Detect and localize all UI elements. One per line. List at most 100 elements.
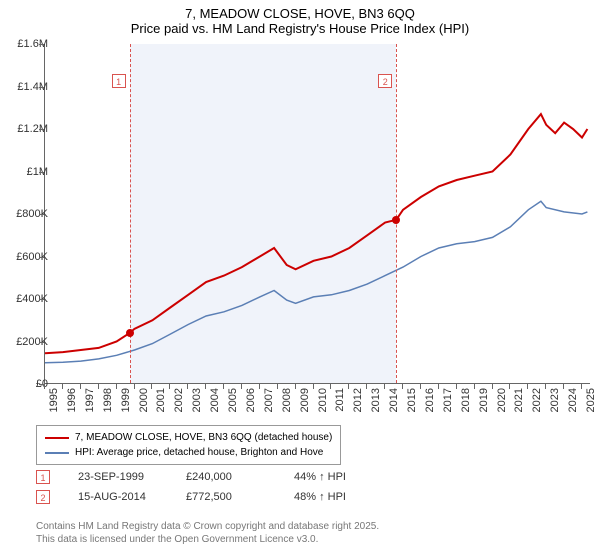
- sale-date: 15-AUG-2014: [78, 491, 158, 503]
- marker-number-box: 2: [378, 74, 392, 88]
- x-axis-tick: [295, 384, 296, 389]
- x-axis-label: 2008: [281, 388, 293, 412]
- y-axis-label: £1M: [27, 166, 48, 178]
- x-axis-tick: [187, 384, 188, 389]
- x-axis-tick: [438, 384, 439, 389]
- legend-item-hpi: HPI: Average price, detached house, Brig…: [45, 445, 332, 460]
- x-axis-tick: [241, 384, 242, 389]
- x-axis-tick: [313, 384, 314, 389]
- x-axis-tick: [330, 384, 331, 389]
- y-axis-tick: [39, 342, 44, 343]
- sale-row-2: 2 15-AUG-2014 £772,500 48% ↑ HPI: [36, 490, 374, 504]
- y-axis-tick: [39, 87, 44, 88]
- footer-line-2: This data is licensed under the Open Gov…: [36, 533, 379, 546]
- x-axis-label: 2001: [155, 388, 167, 412]
- footer-attribution: Contains HM Land Registry data © Crown c…: [36, 520, 379, 546]
- x-axis-tick: [563, 384, 564, 389]
- chart-title: 7, MEADOW CLOSE, HOVE, BN3 6QQ Price pai…: [0, 0, 600, 40]
- x-axis-tick: [134, 384, 135, 389]
- series-price_paid: [45, 114, 587, 353]
- plot-background: 12: [44, 44, 590, 384]
- x-axis-label: 1999: [120, 388, 132, 412]
- x-axis-label: 2025: [585, 388, 597, 412]
- sale-price: £772,500: [186, 491, 266, 503]
- legend-swatch: [45, 437, 69, 439]
- series-hpi: [45, 201, 587, 362]
- x-axis-tick: [259, 384, 260, 389]
- x-axis-tick: [205, 384, 206, 389]
- x-axis-tick: [366, 384, 367, 389]
- plot-area: 12: [44, 44, 590, 384]
- x-axis-tick: [277, 384, 278, 389]
- y-axis-tick: [39, 44, 44, 45]
- x-axis-label: 2016: [424, 388, 436, 412]
- x-axis-label: 1995: [48, 388, 60, 412]
- x-axis-label: 2012: [352, 388, 364, 412]
- x-axis-tick: [581, 384, 582, 389]
- x-axis-label: 2011: [334, 388, 346, 412]
- sale-dot: [392, 216, 400, 224]
- sale-date: 23-SEP-1999: [78, 471, 158, 483]
- x-axis-tick: [62, 384, 63, 389]
- y-axis-tick: [39, 257, 44, 258]
- x-axis-tick: [80, 384, 81, 389]
- y-axis-tick: [39, 129, 44, 130]
- x-axis-label: 1996: [66, 388, 78, 412]
- x-axis-label: 2007: [263, 388, 275, 412]
- x-axis-label: 2006: [245, 388, 257, 412]
- sale-delta: 48% ↑ HPI: [294, 491, 374, 503]
- x-axis-label: 2000: [138, 388, 150, 412]
- x-axis-tick: [98, 384, 99, 389]
- sale-marker-box: 2: [36, 490, 50, 504]
- sale-row-1: 1 23-SEP-1999 £240,000 44% ↑ HPI: [36, 470, 374, 484]
- x-axis-tick: [527, 384, 528, 389]
- x-axis-tick: [169, 384, 170, 389]
- title-subtitle: Price paid vs. HM Land Registry's House …: [0, 21, 600, 36]
- legend-item-price-paid: 7, MEADOW CLOSE, HOVE, BN3 6QQ (detached…: [45, 430, 332, 445]
- x-axis-label: 2004: [209, 388, 221, 412]
- x-axis-label: 2019: [478, 388, 490, 412]
- x-axis-label: 2015: [406, 388, 418, 412]
- x-axis-tick: [545, 384, 546, 389]
- x-axis-label: 2014: [388, 388, 400, 412]
- y-axis-tick: [39, 172, 44, 173]
- x-axis-label: 2023: [549, 388, 561, 412]
- y-axis-tick: [39, 214, 44, 215]
- x-axis-tick: [223, 384, 224, 389]
- x-axis-label: 2005: [227, 388, 239, 412]
- x-axis-tick: [116, 384, 117, 389]
- legend: 7, MEADOW CLOSE, HOVE, BN3 6QQ (detached…: [36, 425, 341, 465]
- x-axis-tick: [44, 384, 45, 389]
- x-axis-label: 2024: [567, 388, 579, 412]
- footer-line-1: Contains HM Land Registry data © Crown c…: [36, 520, 379, 533]
- x-axis-label: 2018: [460, 388, 472, 412]
- legend-label: HPI: Average price, detached house, Brig…: [75, 445, 323, 460]
- marker-line: [396, 44, 397, 383]
- y-axis-tick: [39, 299, 44, 300]
- x-axis-tick: [420, 384, 421, 389]
- sale-dot: [126, 329, 134, 337]
- x-axis-tick: [509, 384, 510, 389]
- x-axis-tick: [384, 384, 385, 389]
- x-axis-label: 2020: [496, 388, 508, 412]
- marker-number-box: 1: [112, 74, 126, 88]
- legend-label: 7, MEADOW CLOSE, HOVE, BN3 6QQ (detached…: [75, 430, 332, 445]
- x-axis-label: 2017: [442, 388, 454, 412]
- legend-swatch: [45, 452, 69, 454]
- x-axis-label: 1998: [102, 388, 114, 412]
- x-axis-label: 2002: [173, 388, 185, 412]
- sale-delta: 44% ↑ HPI: [294, 471, 374, 483]
- x-axis-label: 2021: [513, 388, 525, 412]
- x-axis-label: 2022: [531, 388, 543, 412]
- x-axis-label: 2009: [299, 388, 311, 412]
- sale-marker-box: 1: [36, 470, 50, 484]
- sales-table: 1 23-SEP-1999 £240,000 44% ↑ HPI 2 15-AU…: [36, 470, 374, 510]
- sale-price: £240,000: [186, 471, 266, 483]
- x-axis-tick: [402, 384, 403, 389]
- x-axis-label: 2003: [191, 388, 203, 412]
- x-axis-tick: [348, 384, 349, 389]
- x-axis-tick: [474, 384, 475, 389]
- chart-container: 7, MEADOW CLOSE, HOVE, BN3 6QQ Price pai…: [0, 0, 600, 560]
- x-axis-tick: [151, 384, 152, 389]
- x-axis-tick: [456, 384, 457, 389]
